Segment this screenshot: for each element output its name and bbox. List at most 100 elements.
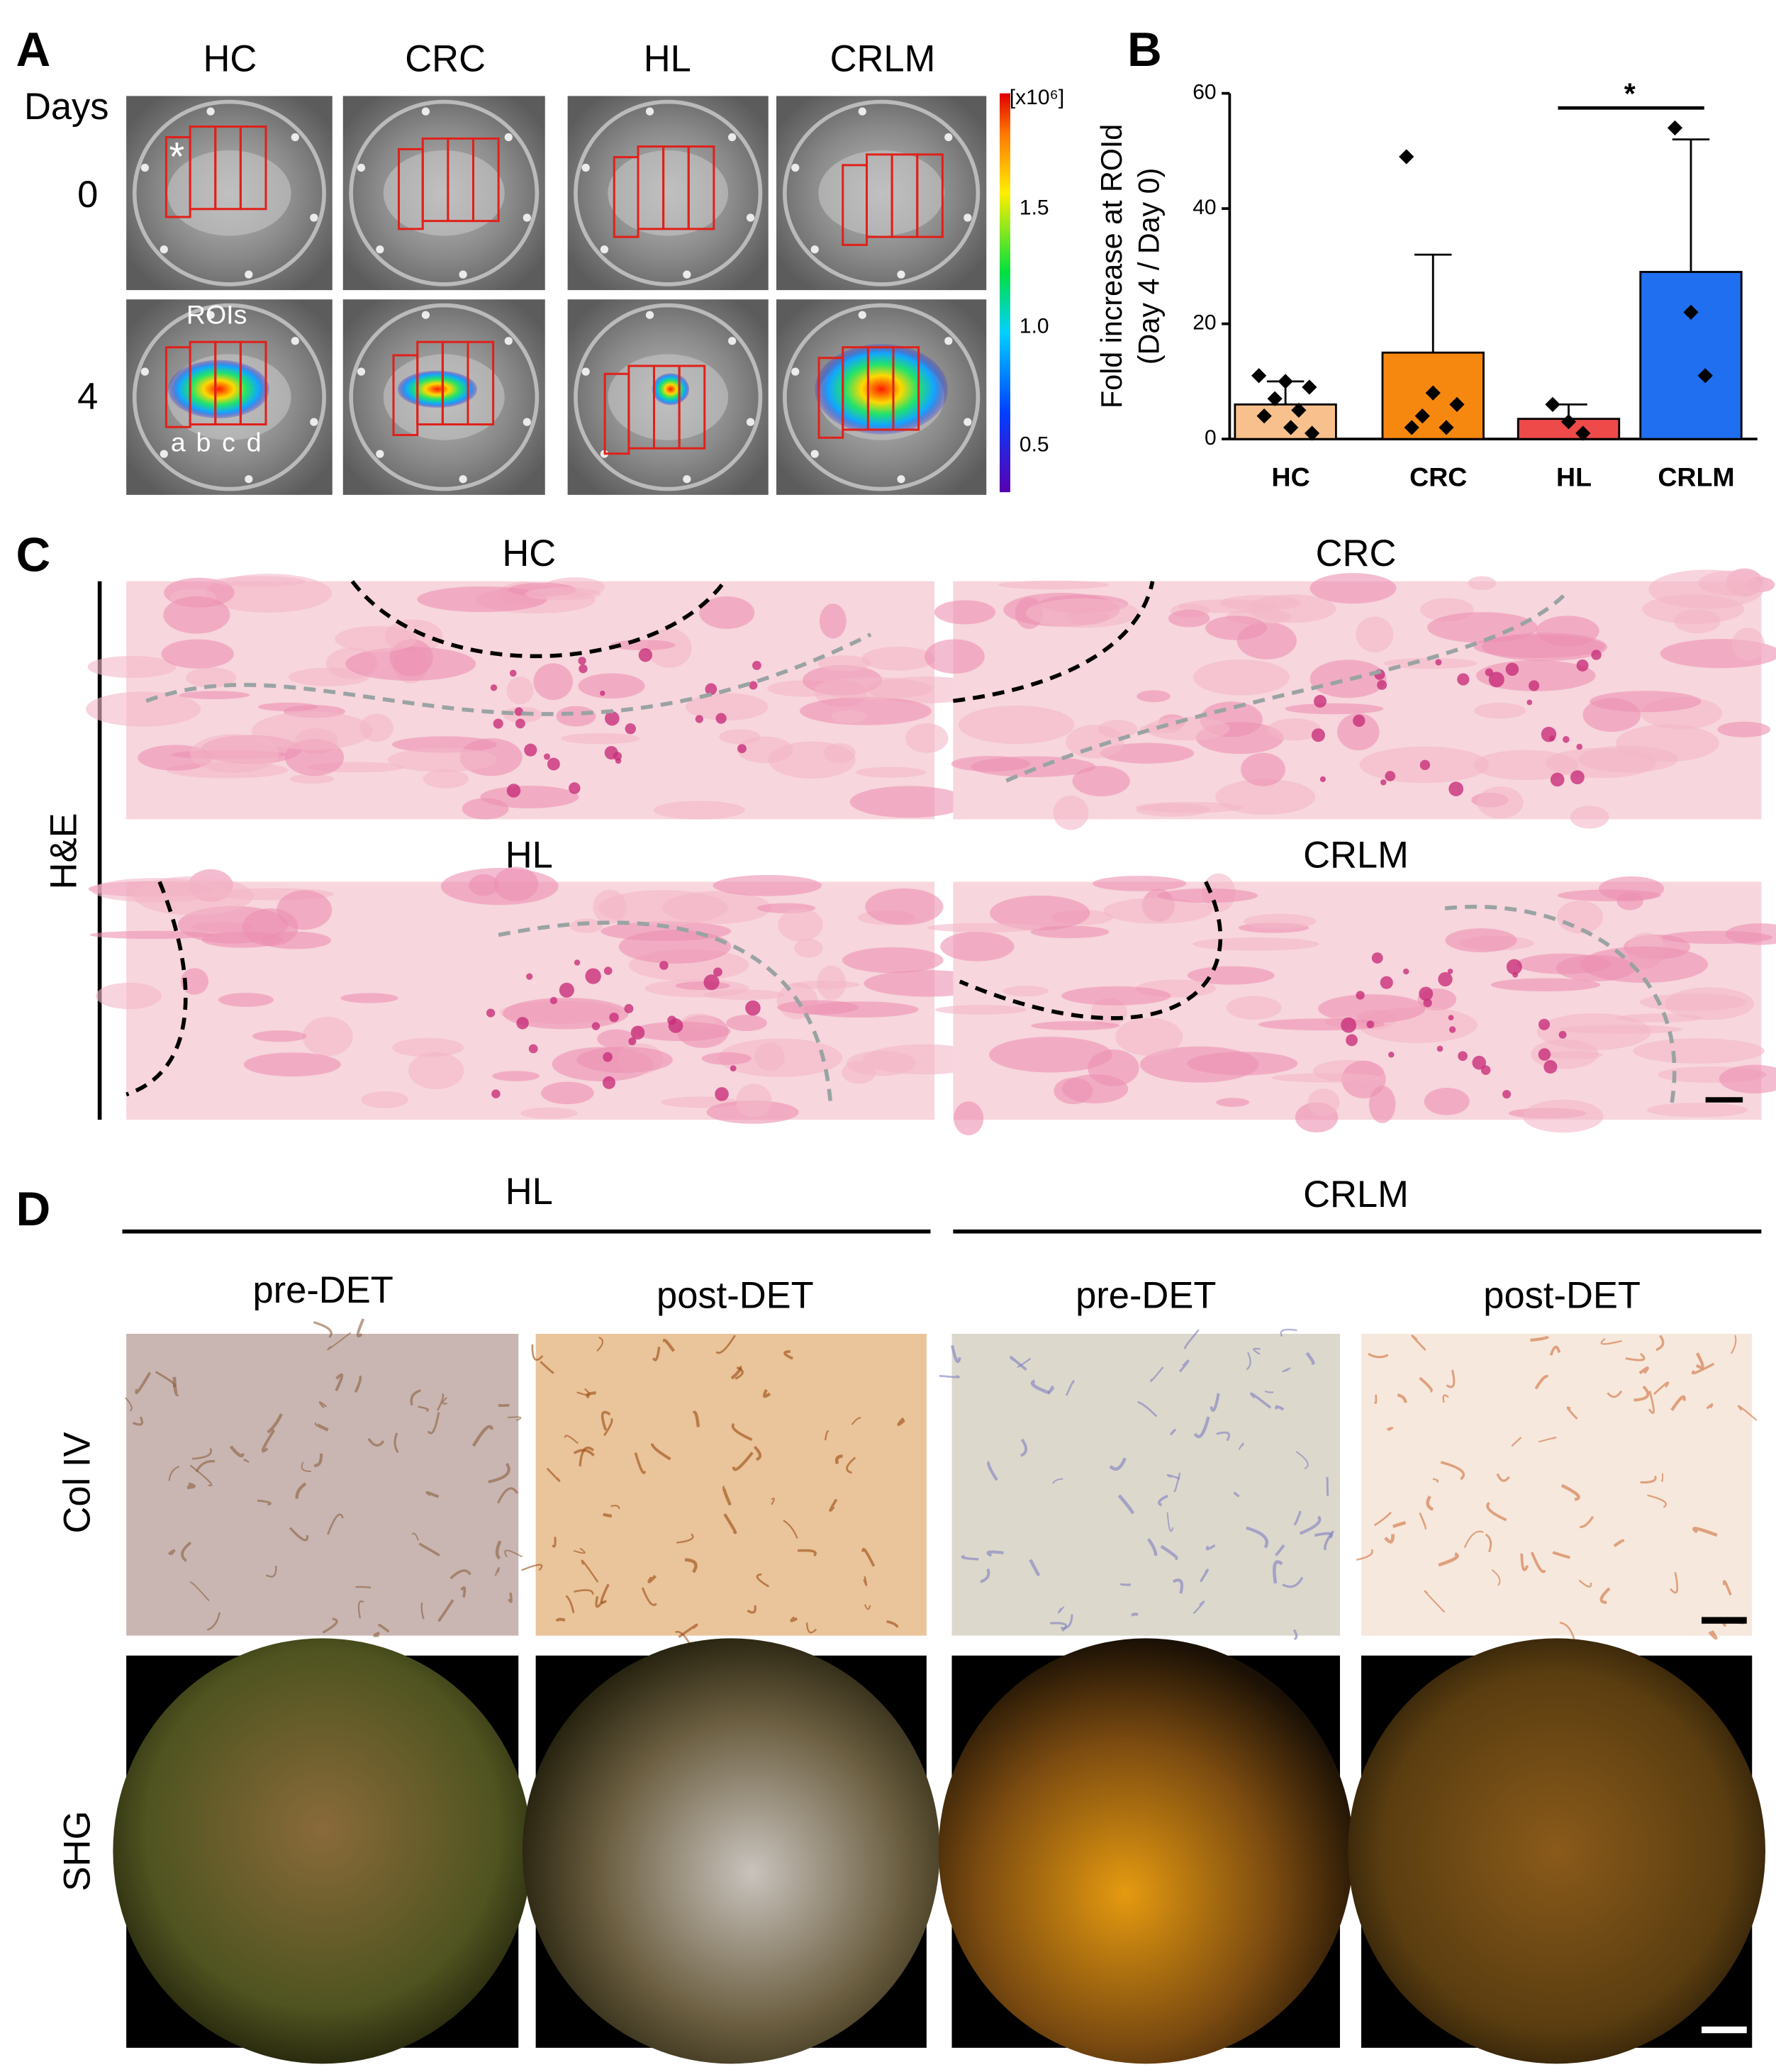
reflection xyxy=(206,311,215,319)
tissue xyxy=(1411,1335,1426,1351)
nuclei xyxy=(1529,680,1540,691)
tissue xyxy=(990,895,1090,931)
tissue xyxy=(1109,1457,1127,1471)
tissue xyxy=(257,702,318,711)
tissue xyxy=(378,1623,390,1633)
reflection xyxy=(964,418,972,426)
reflection xyxy=(421,311,430,319)
tissue xyxy=(1210,1393,1220,1412)
tissue xyxy=(603,1513,613,1518)
tissue xyxy=(1309,659,1387,698)
nuclei xyxy=(1576,659,1589,672)
ihc-image xyxy=(126,1334,519,1636)
tissue xyxy=(861,1547,876,1567)
tissue xyxy=(736,1084,772,1118)
data-point xyxy=(1278,374,1293,389)
tissue xyxy=(252,1030,307,1042)
tissue xyxy=(1491,1569,1501,1586)
nuclei xyxy=(569,782,581,794)
tissue xyxy=(1250,1392,1272,1409)
tissue xyxy=(791,980,860,989)
roi xyxy=(239,340,267,426)
tissue xyxy=(959,706,1075,745)
data-point xyxy=(1667,120,1683,135)
tissue xyxy=(732,1452,754,1471)
tissue xyxy=(1599,1587,1611,1604)
nuclei xyxy=(1472,1055,1487,1070)
tissue xyxy=(1029,1559,1040,1576)
tissue xyxy=(420,1602,425,1620)
region-outline xyxy=(959,881,1223,1020)
data-point xyxy=(1560,414,1577,430)
tissue xyxy=(540,1361,554,1374)
panel-letter: D xyxy=(16,1183,51,1236)
colorbar-label: 1.5 xyxy=(1020,196,1049,220)
tissue xyxy=(1258,1018,1385,1031)
tissue xyxy=(762,1389,771,1398)
tissue xyxy=(1136,690,1171,703)
tissue xyxy=(318,1401,328,1409)
tissue xyxy=(1633,1385,1650,1402)
well-ring xyxy=(574,99,763,286)
tissue xyxy=(1520,1553,1529,1571)
tissue xyxy=(684,1558,698,1574)
tissue xyxy=(229,1445,245,1458)
tissue xyxy=(302,1016,353,1057)
x-tick-label: CRLM xyxy=(1658,462,1734,491)
tissue xyxy=(1530,1552,1546,1574)
nuclei xyxy=(1558,1030,1567,1039)
reflection xyxy=(683,475,691,484)
well-inner xyxy=(167,150,291,236)
tissue xyxy=(1373,1394,1378,1404)
tissue xyxy=(1305,1352,1315,1365)
tissue xyxy=(855,767,927,778)
tissue xyxy=(927,923,1042,932)
nuclei xyxy=(609,1012,619,1023)
tissue xyxy=(267,1413,283,1434)
tissue xyxy=(541,1081,594,1105)
nuclei xyxy=(1543,1059,1558,1074)
tissue xyxy=(1051,1478,1063,1484)
tissue xyxy=(579,1447,595,1466)
tissue xyxy=(1282,1367,1291,1373)
tissue xyxy=(488,1462,510,1483)
data-point xyxy=(1283,420,1299,435)
tissue xyxy=(573,1547,586,1554)
tissue xyxy=(167,1549,176,1556)
reflection xyxy=(376,245,384,254)
data-point xyxy=(1683,304,1699,320)
nuclei xyxy=(578,657,586,665)
significance: * xyxy=(1624,77,1636,110)
tissue xyxy=(1445,928,1517,952)
tissue xyxy=(1150,1366,1164,1382)
tissue xyxy=(442,1397,447,1405)
tissue xyxy=(361,1091,408,1108)
data-point xyxy=(1305,425,1320,441)
tissue xyxy=(768,741,856,779)
tissue xyxy=(1172,1578,1184,1594)
tissue xyxy=(1173,1472,1181,1493)
data-point xyxy=(1399,149,1414,165)
tissue xyxy=(561,733,640,745)
tissue xyxy=(1384,1534,1395,1544)
tissue xyxy=(735,1366,744,1380)
tissue xyxy=(251,711,373,750)
tissue xyxy=(1093,876,1187,891)
tissue xyxy=(1285,703,1384,715)
tissue xyxy=(469,874,499,896)
well-inner xyxy=(383,150,505,236)
nuclei xyxy=(1419,759,1431,771)
well-inner xyxy=(818,150,944,236)
tissue xyxy=(1314,1532,1334,1539)
tissue xyxy=(393,1432,399,1454)
tissue xyxy=(1003,986,1049,997)
tissue xyxy=(1065,1380,1075,1396)
tissue xyxy=(1655,1335,1665,1352)
nuclei xyxy=(715,713,727,724)
tissue xyxy=(1293,1510,1302,1525)
nuclei xyxy=(1438,971,1453,987)
region-outline xyxy=(498,920,833,1108)
reflection xyxy=(858,311,866,319)
tissue xyxy=(546,1467,561,1482)
